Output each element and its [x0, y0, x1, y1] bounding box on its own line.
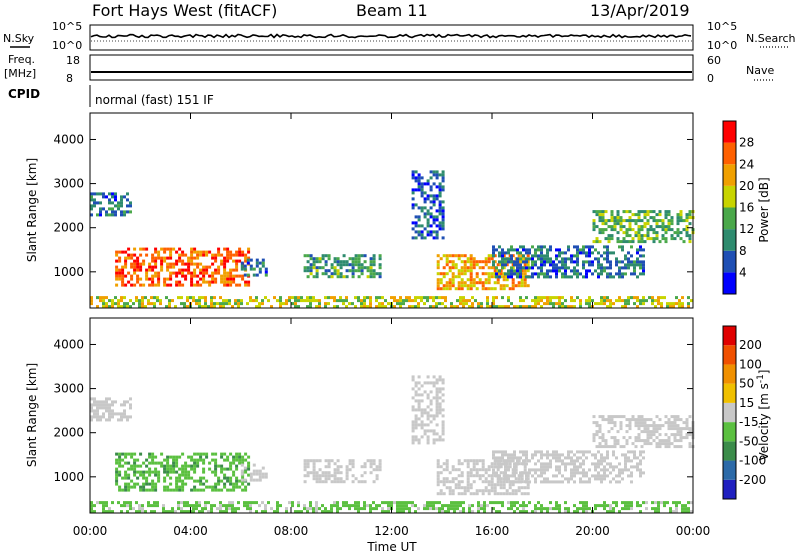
power-colorbar-tick-label: 24: [739, 157, 754, 171]
velocity-colorbar-tick-label: 100: [739, 357, 762, 371]
velocity-ylabel: Slant Range [km]: [25, 363, 39, 467]
power-colorbar-swatch: [723, 250, 736, 273]
velocity-echo-region: [90, 501, 693, 514]
power-ytick-label: 3000: [53, 177, 84, 191]
velocity-colorbar-tick-label: -50: [739, 434, 759, 448]
time-tick-label: 00:00: [73, 524, 108, 538]
power-echo-region: [592, 210, 695, 244]
power-echo-region: [90, 296, 693, 309]
power-colorbar-swatch: [723, 229, 736, 251]
power-echo-region: [303, 254, 382, 279]
power-colorbar-swatch: [723, 272, 736, 294]
power-ytick-label: 1000: [53, 265, 84, 279]
velocity-colorbar-swatch: [723, 326, 736, 346]
time-tick-label: 08:00: [274, 524, 309, 538]
velocity-colorbar-tick-label: 15: [739, 396, 754, 410]
power-ytick-label: 2000: [53, 221, 84, 235]
power-ytick-label: 4000: [53, 132, 84, 146]
velocity-colorbar-swatch: [723, 441, 736, 461]
velocity-echo-region: [240, 463, 268, 482]
time-tick-label: 16:00: [475, 524, 510, 538]
velocity-panel: 1000 2000 3000 4000 Slant Range [km] 200 100…: [25, 317, 771, 514]
power-colorbar-tick-label: 20: [739, 179, 754, 193]
power-colorbar-swatch: [723, 164, 736, 186]
nsky-tick-top: 10^5: [52, 20, 82, 33]
power-colorbar-tick-label: 28: [739, 136, 754, 150]
power-colorbar-tick-label: 4: [739, 265, 747, 279]
velocity-colorbar-tick-label: 50: [739, 377, 754, 391]
velocity-colorbar-tick-label: -15: [739, 415, 759, 429]
velocity-colorbar-tick-label: 200: [739, 338, 762, 352]
station-title: Fort Hays West (fitACF): [92, 1, 277, 20]
velocity-ytick-label: 3000: [53, 382, 84, 396]
time-tick-label: 12:00: [374, 524, 409, 538]
nave-tick-top: 60: [707, 54, 721, 67]
velocity-ytick-label: 2000: [53, 426, 84, 440]
velocity-colorbar-label: Velocity [m s-1]: [756, 370, 771, 461]
nave-label: Nave: [746, 64, 774, 77]
velocity-colorbar-tick-label: -200: [739, 473, 766, 487]
date-title: 13/Apr/2019: [590, 1, 690, 20]
velocity-colorbar-swatch: [723, 422, 736, 442]
power-colorbar-tick-label: 16: [739, 201, 754, 215]
velocity-echo-region: [303, 459, 382, 484]
nsearch-tick-top: 10^5: [707, 20, 737, 33]
velocity-ytick-label: 4000: [53, 337, 84, 351]
time-axis: 00:00 04:00 08:00 12:00 16:00 20:00 00:00: [73, 113, 711, 538]
velocity-echo-region: [492, 450, 645, 484]
power-colorbar-swatch: [723, 185, 736, 208]
velocity-colorbar-swatch: [723, 479, 736, 499]
nsky-tick-bottom: 10^0: [52, 39, 82, 52]
power-panel: 1000 2000 3000 4000 Slant Range [km] 4 8 12 16…: [25, 112, 771, 309]
nave-tick-bottom: 0: [707, 72, 714, 85]
cpid-label: CPID: [8, 87, 40, 101]
freq-panel: Freq. [MHz] 18 8 60 0 Nave: [4, 53, 774, 85]
beam-title: Beam 11: [356, 1, 428, 20]
power-colorbar-tick-label: 8: [739, 244, 747, 258]
power-colorbar-swatch: [723, 142, 736, 165]
velocity-echo-region: [411, 375, 445, 445]
power-colorbar-swatch: [723, 207, 736, 230]
time-axis-label: Time UT: [366, 540, 417, 554]
freq-tick-top: 18: [66, 54, 80, 67]
time-tick-label: 00:00: [676, 524, 711, 538]
time-tick-label: 04:00: [173, 524, 208, 538]
power-colorbar-swatch: [723, 121, 736, 143]
velocity-colorbar-swatch: [723, 402, 736, 423]
velocity-echo-region: [115, 452, 251, 492]
cpid-row: CPID normal (fast) 151 IF: [8, 85, 214, 107]
nsky-panel: N.Sky 10^5 10^0 10^5 10^0 N.Search: [3, 20, 796, 52]
nsearch-tick-bottom: 10^0: [707, 39, 737, 52]
power-colorbar-label: Power [dB]: [757, 177, 771, 242]
nsky-label: N.Sky: [3, 32, 35, 45]
power-echo-region: [115, 247, 251, 287]
velocity-colorbar-swatch: [723, 345, 736, 365]
freq-label-line2: [MHz]: [4, 67, 36, 80]
power-echo-region: [240, 258, 268, 277]
power-ylabel: Slant Range [km]: [25, 158, 39, 262]
power-colorbar-tick-label: 12: [739, 222, 754, 236]
power-echo-region: [90, 192, 132, 217]
nsky-trace: [90, 33, 692, 39]
velocity-echo-region: [592, 415, 695, 449]
time-tick-label: 20:00: [575, 524, 610, 538]
velocity-colorbar-swatch: [723, 364, 736, 384]
power-echo-region: [492, 245, 645, 279]
freq-label-line1: Freq.: [8, 53, 35, 66]
power-echo-region: [411, 170, 445, 240]
velocity-colorbar-swatch: [723, 460, 736, 480]
cpid-value: normal (fast) 151 IF: [95, 93, 214, 107]
velocity-colorbar-swatch: [723, 383, 736, 403]
freq-tick-bottom: 8: [66, 72, 73, 85]
velocity-echo-region: [90, 397, 132, 422]
velocity-ytick-label: 1000: [53, 470, 84, 484]
nsearch-label: N.Search: [746, 32, 796, 45]
velocity-colorbar-tick-label: -100: [739, 454, 766, 468]
